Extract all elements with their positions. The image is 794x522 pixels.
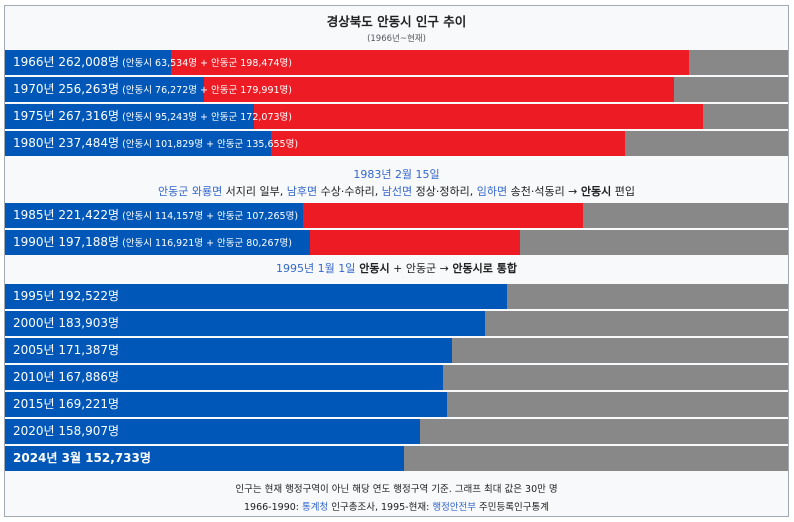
bar-label: 1970년 256,263명 (안동시 76,272명 + 안동군 179,99… (13, 77, 292, 102)
note1-link[interactable]: 임하면 (476, 185, 508, 198)
source-link-statistics[interactable]: 통계청 (302, 502, 329, 513)
bar-label-detail: (안동시 116,921명 + 안동군 80,267명) (119, 238, 292, 249)
bar-segment-andong-gun (270, 131, 625, 156)
bar-label-total: 1966년 262,008명 (13, 55, 120, 69)
bar-row: 1966년 262,008명 (안동시 63,534명 + 안동군 198,47… (5, 50, 788, 75)
bar-row: 2020년 158,907명 (5, 419, 788, 444)
bar-row: 2024년 3월 152,733명 (5, 446, 788, 471)
note1-text-part: 서지리 일부, (222, 185, 287, 198)
note2-gun: + 안동군 → (389, 262, 453, 275)
note1-text: 안동군 와룡면 서지리 일부, 남후면 수상·수하리, 남선면 정상·정하리, … (5, 183, 788, 199)
bar-segment-andong-city (5, 419, 420, 444)
bar-label: 2020년 158,907명 (13, 419, 119, 444)
bar-label-total: 2005년 171,387명 (13, 343, 120, 357)
note2-result: 안동시로 통합 (452, 262, 517, 275)
bar-label: 2015년 169,221명 (13, 392, 119, 417)
bar-label-total: 2020년 158,907명 (13, 424, 120, 438)
bar-segment-andong-city (5, 230, 311, 255)
bar-label-total: 1985년 221,422명 (13, 208, 120, 222)
bar-segment-andong-gun (170, 50, 689, 75)
bar-label-total: 2000년 183,903명 (13, 316, 120, 330)
bar-label: 1990년 197,188명 (안동시 116,921명 + 안동군 80,26… (13, 230, 292, 255)
note1-text-part: 송천·석동리 → (507, 185, 581, 198)
bar-segment-andong-city (5, 284, 508, 309)
note1-date[interactable]: 1983년 2월 15일 (353, 168, 440, 181)
source-text-a: 1966-1990: (244, 502, 303, 513)
note1-text-part: 정상·정하리, (412, 185, 477, 198)
bar-segment-andong-gun (204, 77, 674, 102)
bar-row: 2000년 183,903명 (5, 311, 788, 336)
chart-subtitle: (1966년~현재) (367, 34, 426, 44)
bar-label-detail: (안동시 114,157명 + 안동군 107,265명) (119, 211, 299, 222)
bar-label-total: 1995년 192,522명 (13, 289, 120, 303)
bar-label-total: 2015년 169,221명 (13, 397, 120, 411)
bar-segment-andong-gun (302, 203, 583, 228)
bar-label-detail: (안동시 101,829명 + 안동군 135,655명) (119, 139, 299, 150)
bar-label: 1985년 221,422명 (안동시 114,157명 + 안동군 107,2… (13, 203, 298, 228)
bar-row: 1980년 237,484명 (안동시 101,829명 + 안동군 135,6… (5, 131, 788, 156)
bar-segment-andong-city (5, 131, 271, 156)
bar-label-total: 1975년 267,316명 (13, 109, 120, 123)
note1-text-part: 안동시 (580, 185, 612, 198)
bar-row: 2015년 169,221명 (5, 392, 788, 417)
bar-row: 2010년 167,886명 (5, 365, 788, 390)
chart-title: 경상북도 안동시 인구 추이 (326, 14, 467, 29)
bar-segment-andong-city (5, 77, 205, 102)
note1-link[interactable]: 남후면 (286, 185, 318, 198)
bar-row: 1985년 221,422명 (안동시 114,157명 + 안동군 107,2… (5, 203, 788, 228)
bar-row: 1970년 256,263명 (안동시 76,272명 + 안동군 179,99… (5, 77, 788, 102)
note1-text-part: 편입 (611, 185, 636, 198)
bar-segment-andong-gun (310, 230, 520, 255)
bar-segment-andong-city (5, 392, 447, 417)
bar-segment-andong-city (5, 50, 171, 75)
bar-label: 2000년 183,903명 (13, 311, 119, 336)
source-link-mois[interactable]: 행정안전부 (432, 502, 477, 513)
source-text-c: 주민등록인구통계 (476, 502, 549, 513)
bar-label: 1980년 237,484명 (안동시 101,829명 + 안동군 135,6… (13, 131, 298, 156)
note1-link[interactable]: 남선면 (381, 185, 413, 198)
bar-segment-andong-city (5, 446, 404, 471)
bar-row: 1990년 197,188명 (안동시 116,921명 + 안동군 80,26… (5, 230, 788, 255)
bar-row: 1995년 192,522명 (5, 284, 788, 309)
source-text-b: 인구총조사, 1995-현재: (328, 502, 433, 513)
note2-date[interactable]: 1995년 1월 1일 (276, 262, 356, 275)
bar-segment-andong-city (5, 104, 254, 129)
bar-label-total: 1990년 197,188명 (13, 235, 120, 249)
footer-source: 1966-1990: 통계청 인구총조사, 1995-현재: 행정안전부 주민등… (5, 499, 788, 513)
bar-row: 1975년 267,316명 (안동시 95,243명 + 안동군 172,07… (5, 104, 788, 129)
bar-label: 2010년 167,886명 (13, 365, 119, 390)
chart-header: 경상북도 안동시 인구 추이 (1966년~현재) (5, 6, 788, 50)
bar-row: 2005년 171,387명 (5, 338, 788, 363)
merger-note-1983: 1983년 2월 15일 안동군 와룡면 서지리 일부, 남후면 수상·수하리,… (5, 163, 788, 203)
merger-note-1995: 1995년 1월 1일 안동시 + 안동군 → 안동시로 통합 (5, 258, 788, 280)
bar-label-total: 1970년 256,263명 (13, 82, 120, 96)
bar-segment-andong-city (5, 365, 444, 390)
bar-segment-andong-gun (253, 104, 703, 129)
bar-label-detail: (안동시 76,272명 + 안동군 179,991명) (119, 85, 292, 96)
bar-label-total: 2024년 3월 152,733명 (13, 451, 151, 465)
bar-label-total: 2010년 167,886명 (13, 370, 120, 384)
bar-label-total: 1980년 237,484명 (13, 136, 120, 150)
note2-city: 안동시 (355, 262, 390, 275)
footer-note: 인구는 현재 행정구역이 아닌 해당 연도 행정구역 기준. 그래프 최대 값은… (235, 484, 558, 495)
population-chart-frame: 경상북도 안동시 인구 추이 (1966년~현재) 1966년 262,008명… (4, 5, 789, 517)
note1-text-part: 수상·수하리, (317, 185, 382, 198)
bar-label: 2024년 3월 152,733명 (13, 446, 151, 471)
bar-label-detail: (안동시 95,243명 + 안동군 172,073명) (119, 112, 292, 123)
bar-label: 2005년 171,387명 (13, 338, 119, 363)
bar-segment-andong-city (5, 311, 485, 336)
bar-segment-andong-city (5, 338, 453, 363)
bar-label: 1995년 192,522명 (13, 284, 119, 309)
bar-label: 1966년 262,008명 (안동시 63,534명 + 안동군 198,47… (13, 50, 292, 75)
bar-segment-andong-city (5, 203, 303, 228)
bar-label: 1975년 267,316명 (안동시 95,243명 + 안동군 172,07… (13, 104, 292, 129)
bar-label-detail: (안동시 63,534명 + 안동군 198,474명) (119, 58, 292, 69)
note1-link[interactable]: 안동군 와룡면 (157, 185, 223, 198)
